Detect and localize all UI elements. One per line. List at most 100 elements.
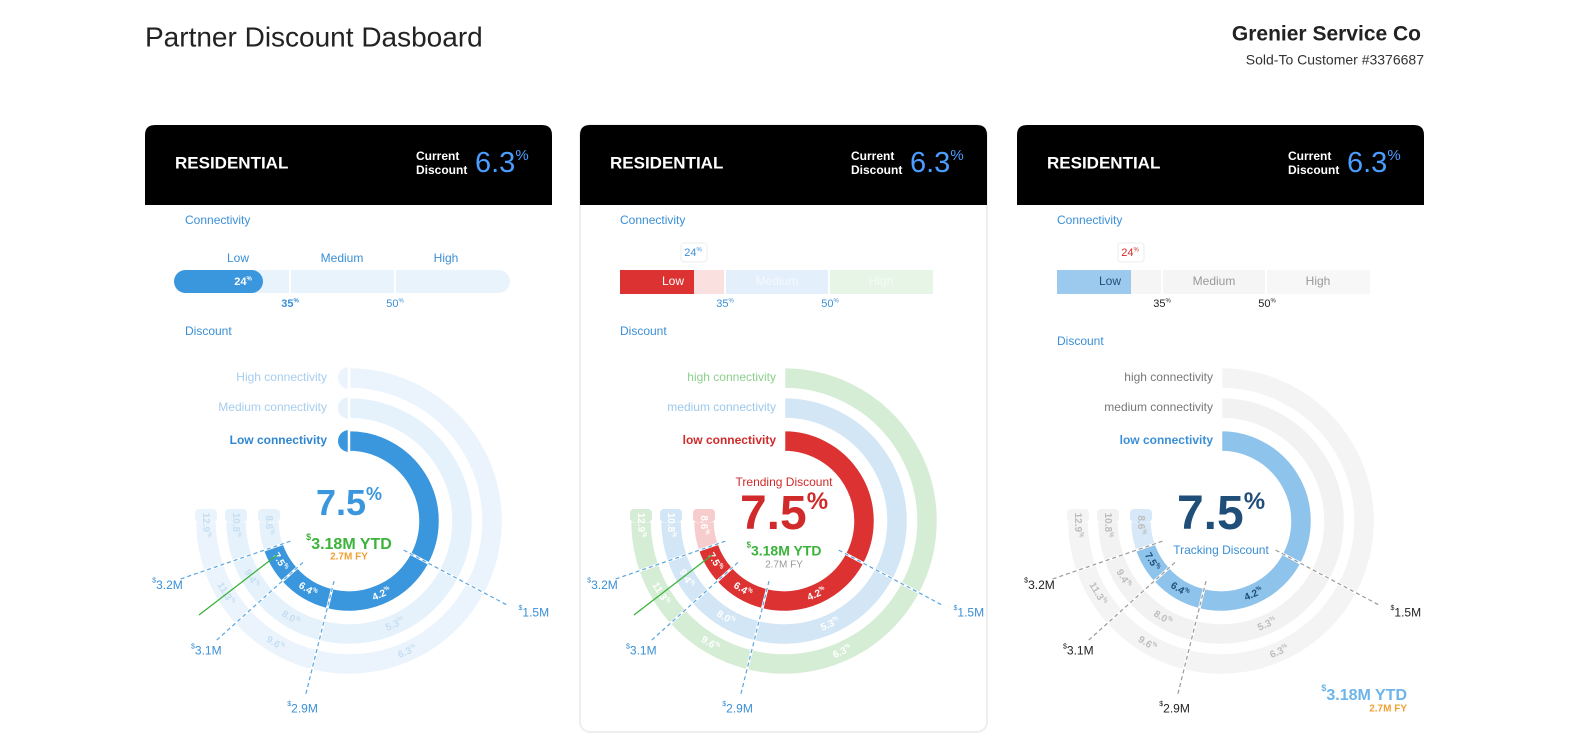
symbol: %: [671, 532, 677, 538]
spend-divider: [1177, 581, 1207, 694]
connectivity-medium: [726, 270, 828, 294]
current-label: Discount: [851, 163, 902, 177]
segment-label: 12.9%: [200, 513, 211, 538]
connectivity-fill: [174, 270, 263, 293]
symbol: %: [844, 642, 852, 650]
value: 50: [386, 298, 398, 310]
value: 3.1M: [630, 644, 657, 658]
symbol: $: [191, 643, 195, 650]
spend-divider: [1088, 562, 1176, 641]
value: 3.18M YTD: [1326, 687, 1407, 704]
symbol: %: [1166, 615, 1174, 623]
spend-label: $1.5M: [1391, 605, 1422, 620]
value: 35: [1153, 298, 1165, 310]
value: 3.1M: [195, 644, 222, 658]
symbol: %: [311, 587, 319, 595]
ring-spur: [225, 509, 247, 522]
level-label: High: [1306, 274, 1331, 288]
ring-name: low connectivity: [683, 433, 777, 447]
symbol: %: [279, 641, 287, 649]
segment-label: 4.2%: [1242, 585, 1265, 603]
current-label: Current: [851, 149, 894, 163]
value: 2.9M: [1163, 702, 1190, 716]
symbol: %: [1133, 247, 1139, 253]
ring-segment: [1065, 519, 1098, 573]
value: 7.5: [316, 482, 366, 523]
symbol: %: [409, 642, 417, 650]
ytd-amount: $3.18M YTD: [306, 532, 392, 553]
value: 24: [684, 247, 696, 259]
ring-name: low connectivity: [1120, 433, 1214, 447]
ring-spur: [660, 509, 682, 522]
value: 12.9: [1072, 513, 1083, 533]
spend-divider: [651, 562, 739, 641]
ring-segment: [1095, 519, 1127, 563]
symbol: $: [306, 532, 311, 542]
ring-spur: [1097, 509, 1119, 522]
value: 3.18M YTD: [311, 536, 392, 553]
value: 5.3: [819, 617, 837, 633]
fy-amount: 2.7M FY: [330, 552, 368, 563]
value: 3.1M: [1067, 644, 1094, 658]
symbol: %: [664, 597, 672, 605]
symbol: %: [729, 615, 737, 623]
value: 35: [281, 298, 293, 310]
level-label: Low: [227, 251, 249, 265]
callout-box: [1117, 242, 1145, 263]
spend-divider: [403, 549, 507, 606]
segment-label: 5.3%: [1256, 615, 1279, 633]
value: 24: [1121, 247, 1133, 259]
callout-box: [680, 242, 708, 263]
value: 5.3: [1256, 617, 1274, 633]
section-label: Connectivity: [620, 213, 685, 227]
value: 4.2: [1243, 587, 1261, 603]
ring-segment: [658, 519, 690, 563]
level-label: High: [434, 251, 459, 265]
symbol: %: [1151, 641, 1159, 649]
company-name: Grenier Service Co: [1232, 23, 1421, 46]
card-header: [1017, 125, 1424, 205]
symbol: %: [714, 641, 722, 649]
section-label: Discount: [185, 324, 232, 338]
symbol: %: [807, 488, 828, 515]
symbol: %: [717, 562, 725, 570]
symbol: %: [1269, 615, 1277, 623]
connectivity-rest: [694, 270, 724, 294]
level-label: Medium: [1193, 274, 1236, 288]
connectivity-value: 24%: [684, 247, 702, 259]
ring-name: High connectivity: [236, 370, 327, 384]
page-title: Partner Discount Dasboard: [145, 21, 483, 52]
value: 6.3: [831, 645, 849, 661]
center-discount: 7.5%: [316, 482, 382, 523]
symbol: $: [1321, 683, 1326, 693]
value: 10.8: [230, 513, 241, 533]
ytd-amount: $3.18M YTD: [1321, 683, 1407, 704]
value: 4.2: [806, 587, 824, 603]
spend-divider: [180, 540, 291, 580]
symbol: %: [1281, 642, 1289, 650]
segment-label: 4.2%: [805, 585, 828, 603]
spend-label: $2.9M: [1159, 701, 1190, 716]
level-label: High: [869, 274, 894, 288]
center-caption: Tracking Discount: [1173, 543, 1269, 557]
ring-spur: [1130, 509, 1152, 522]
ring-name: high connectivity: [1124, 370, 1213, 384]
value: 4.2: [371, 587, 389, 603]
spend-divider: [305, 581, 335, 694]
ring-segment: [256, 519, 286, 553]
symbol: %: [1078, 532, 1084, 538]
value: 24: [234, 276, 247, 288]
segment-label: 12.9%: [635, 513, 646, 538]
ring-spur: [195, 509, 217, 522]
segment-label: 10.8%: [230, 513, 241, 538]
symbol: %: [696, 247, 702, 253]
connectivity-value: 24%: [1121, 247, 1139, 259]
spend-label: $3.1M: [1063, 643, 1094, 658]
ring-name: medium connectivity: [1104, 400, 1213, 414]
connectivity-medium: [1163, 270, 1265, 294]
spend-divider: [1052, 540, 1163, 580]
ring-segment: [628, 519, 661, 573]
value: 3.2M: [156, 578, 183, 592]
symbol: $: [519, 605, 523, 612]
